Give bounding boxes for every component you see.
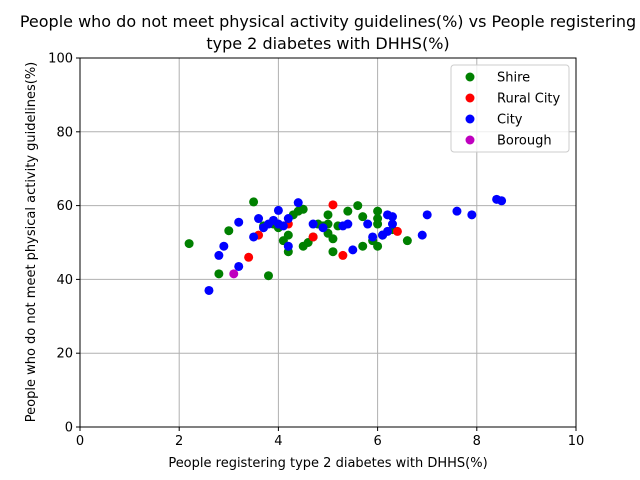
legend-marker-borough [465, 135, 475, 145]
data-point-city [234, 261, 244, 271]
y-tick-label: 60 [56, 199, 73, 214]
data-point-city [214, 250, 224, 260]
data-point-shire [328, 234, 338, 244]
data-point-shire [358, 241, 368, 251]
legend-box [450, 64, 570, 153]
data-point-rural-city [328, 200, 338, 210]
y-tick-label: 20 [56, 347, 73, 362]
data-point-city [467, 210, 477, 220]
chart-title-line-2: type 2 diabetes with DHHS(%) [206, 34, 449, 53]
data-point-city [368, 232, 378, 242]
data-point-rural-city [392, 226, 402, 236]
data-point-shire [373, 214, 383, 224]
data-point-city [219, 241, 229, 251]
x-tick-label: 0 [76, 434, 84, 449]
legend-label-rural-city: Rural City [497, 92, 561, 107]
legend: Shire Rural City City Borough [450, 64, 570, 153]
y-axis-label: People who do not meet physical activity… [24, 62, 39, 423]
data-point-city [417, 230, 427, 240]
x-tick-label: 4 [274, 434, 282, 449]
data-point-shire [373, 206, 383, 216]
plot-area-frame [79, 57, 577, 428]
x-tick-label: 6 [373, 434, 381, 449]
x-axis-label: People registering type 2 diabetes with … [168, 456, 487, 471]
data-point-rural-city [308, 232, 318, 242]
chart-title: People who do not meet physical activity… [20, 12, 636, 53]
data-point-city [234, 217, 244, 227]
data-point-shire [263, 271, 273, 281]
x-tick-label: 10 [568, 434, 585, 449]
data-point-city [348, 245, 358, 255]
data-point-shire [184, 239, 194, 249]
data-points [184, 194, 507, 295]
data-point-city [204, 285, 214, 295]
data-point-city [383, 226, 393, 236]
data-point-city [387, 219, 397, 229]
data-point-city [283, 214, 293, 224]
data-point-city [452, 206, 462, 216]
data-point-rural-city [338, 250, 348, 260]
data-point-city [293, 198, 303, 208]
data-point-shire [328, 247, 338, 257]
data-point-borough [229, 269, 239, 279]
data-point-shire [343, 206, 353, 216]
data-point-city [278, 221, 288, 231]
data-point-shire [224, 226, 234, 236]
data-point-city [249, 232, 259, 242]
data-point-shire [323, 210, 333, 220]
data-point-shire [249, 197, 259, 207]
legend-marker-rural-city [465, 93, 475, 103]
data-point-shire [353, 201, 363, 211]
data-point-city [283, 241, 293, 251]
data-point-city [273, 205, 283, 215]
data-point-shire [283, 230, 293, 240]
legend-label-shire: Shire [497, 71, 530, 86]
y-tick-label: 40 [56, 273, 73, 288]
data-point-city [308, 219, 318, 229]
data-point-shire [214, 269, 224, 279]
legend-marker-city [465, 114, 475, 124]
data-point-city [422, 210, 432, 220]
legend-label-city: City [497, 113, 523, 128]
y-tick-label: 0 [65, 421, 73, 436]
y-tick-label: 100 [48, 52, 73, 67]
data-point-shire [358, 212, 368, 222]
legend-label-borough: Borough [497, 134, 552, 149]
chart-title-line-1: People who do not meet physical activity… [20, 12, 636, 31]
legend-marker-shire [465, 72, 475, 82]
x-tick-label: 8 [473, 434, 481, 449]
data-point-shire [298, 204, 308, 214]
data-point-shire [373, 241, 383, 251]
data-point-city [254, 214, 264, 224]
data-point-shire [402, 236, 412, 246]
data-point-city [387, 212, 397, 222]
x-tick-label: 2 [175, 434, 183, 449]
data-point-city [497, 196, 507, 206]
data-point-city [363, 219, 373, 229]
data-point-rural-city [244, 252, 254, 262]
data-point-city [318, 223, 328, 233]
y-tick-label: 80 [56, 125, 73, 140]
data-point-city [343, 219, 353, 229]
